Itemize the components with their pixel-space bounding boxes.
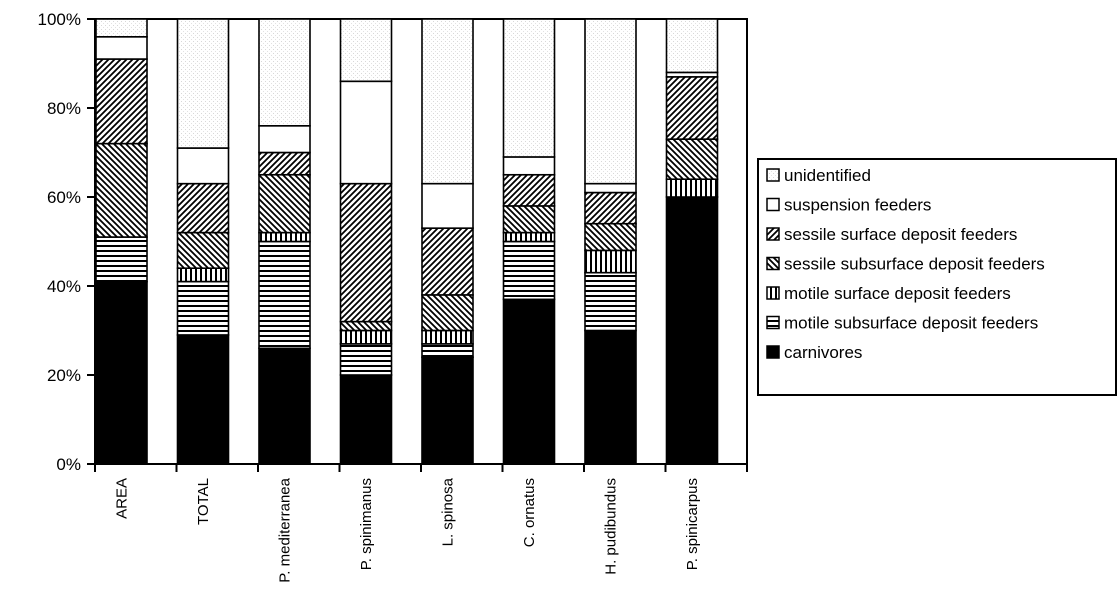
bar-segment-motile-subsurface-deposit-feeders [258,240,311,350]
bar-segment-sessile-surface-deposit-feeders [421,227,474,296]
legend-label-motile-surface-deposit-feeders: motile surface deposit feeders [784,284,1011,303]
bar-segment-carnivores [258,347,311,465]
x-category-label: H. pudibundus [603,478,620,575]
plot-area: 0% 20% 40% 60% 80% 100% AREA TOTAL P. mediterran… [38,10,748,583]
legend-swatch-motile-subsurface-deposit-feeders [766,315,780,330]
bar-segment-unidentified [258,18,311,127]
legend-swatch-suspension-feeders [766,197,780,212]
legend-label-carnivores: carnivores [784,343,862,362]
bar-segment-motile-surface-deposit-feeders [584,249,637,274]
bar-segment-carnivores [339,374,393,465]
bar-segment-motile-surface-deposit-feeders [258,231,311,243]
bar-segment-carnivores [421,356,474,465]
bar-segment-sessile-surface-deposit-feeders [502,173,556,207]
bar-segment-unidentified [339,18,393,83]
bar-segment-sessile-surface-deposit-feeders [665,76,719,140]
bar-segment-motile-subsurface-deposit-feeders [584,271,637,332]
x-category-label: TOTAL [195,478,212,525]
legend-swatch-motile-surface-deposit-feeders [766,286,780,300]
bar-segment-sessile-surface-deposit-feeders [584,191,637,225]
legend-box [757,158,1117,396]
bar-segment-carnivores [665,196,719,465]
bar-segment-motile-surface-deposit-feeders [421,329,474,345]
bar-segment-unidentified [421,18,474,185]
bar-segment-sessile-subsurface-deposit-feeders [258,173,311,234]
x-category-label: P. mediterranea [277,477,294,582]
legend-swatch-carnivores [766,345,780,359]
bar-segment-suspension-feeders [339,80,393,185]
bar-segment-suspension-feeders [584,182,637,194]
legend-swatch-sessile-subsurface-deposit-feeders [766,256,780,271]
x-category-label: C. ornatus [521,478,538,547]
bar-segment-motile-subsurface-deposit-feeders [502,240,556,301]
bar-segment-suspension-feeders [95,35,148,60]
bar-segment-carnivores [584,329,637,465]
y-tick-label: 80% [47,99,81,118]
y-tick-label: 40% [47,277,81,296]
bar-segment-unidentified [584,18,637,185]
bar-segment-sessile-surface-deposit-feeders [95,58,148,145]
bar-segment-motile-surface-deposit-feeders [176,267,230,283]
x-category-label: AREA [114,478,131,519]
legend-label-unidentified: unidentified [784,166,871,185]
legend-swatch-sessile-surface-deposit-feeders [766,227,780,241]
bar-segment-unidentified [502,18,556,158]
x-category-label: L. spinosa [440,477,457,546]
bar-segment-motile-subsurface-deposit-feeders [421,343,474,359]
bar-segment-motile-surface-deposit-feeders [502,231,556,243]
bar-segment-carnivores [502,298,556,465]
bar-segment-motile-surface-deposit-feeders [339,329,393,345]
bar-segment-sessile-surface-deposit-feeders [339,182,393,323]
bar-segment-motile-subsurface-deposit-feeders [176,280,230,336]
legend-label-motile-subsurface-deposit-feeders: motile subsurface deposit feeders [784,314,1038,333]
bar-segment-suspension-feeders [421,182,474,229]
y-tick-label: 60% [47,188,81,207]
bar-segment-motile-surface-deposit-feeders [665,178,719,198]
bar-segment-sessile-subsurface-deposit-feeders [339,320,393,332]
bar-segment-sessile-subsurface-deposit-feeders [584,222,637,252]
bar-segment-unidentified [95,18,148,38]
x-category-label: P. spinimanus [358,478,375,570]
bar-segment-sessile-subsurface-deposit-feeders [665,138,719,180]
legend-swatch-unidentified [766,168,780,182]
bar-segment-sessile-surface-deposit-feeders [176,182,230,234]
bar-segment-unidentified [176,18,230,149]
bar-segment-carnivores [95,280,148,465]
bar-segment-unidentified [665,18,719,74]
bar-segment-sessile-subsurface-deposit-feeders [502,205,556,234]
x-category-label: P. spinicarpus [684,478,701,570]
legend-label-suspension-feeders: suspension feeders [784,196,931,215]
bar-segment-sessile-subsurface-deposit-feeders [95,142,148,238]
legend: unidentified suspension feeders sessile su… [757,158,1117,396]
y-tick-label: 20% [47,366,81,385]
y-tick-label: 100% [38,10,81,29]
bar-segment-sessile-surface-deposit-feeders [258,151,311,176]
bar-segment-sessile-subsurface-deposit-feeders [176,231,230,270]
bar-segment-suspension-feeders [258,125,311,154]
bar-segment-suspension-feeders [502,156,556,176]
bar-segment-motile-subsurface-deposit-feeders [95,236,148,283]
bar-segment-carnivores [176,334,230,465]
y-tick-label: 0% [56,455,81,474]
legend-label-sessile-subsurface-deposit-feeders: sessile subsurface deposit feeders [784,255,1045,274]
bar-segment-motile-subsurface-deposit-feeders [339,343,393,376]
bar-segment-suspension-feeders [176,147,230,185]
legend-label-sessile-surface-deposit-feeders: sessile surface deposit feeders [784,225,1017,244]
bar-segment-sessile-subsurface-deposit-feeders [421,294,474,332]
